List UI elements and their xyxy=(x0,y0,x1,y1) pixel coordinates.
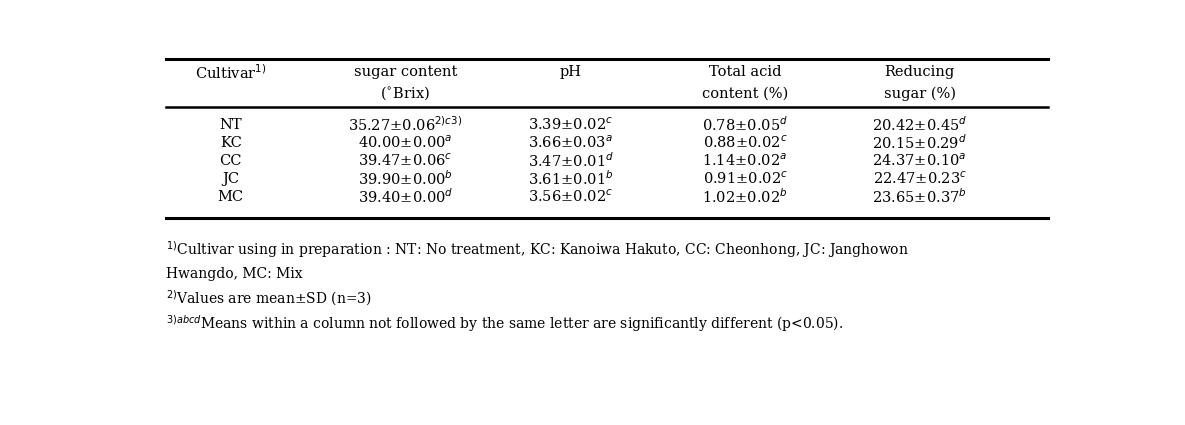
Text: 3.61±0.01$^{b}$: 3.61±0.01$^{b}$ xyxy=(527,169,614,188)
Text: sugar content: sugar content xyxy=(353,65,457,79)
Text: 40.00±0.00$^{a}$: 40.00±0.00$^{a}$ xyxy=(358,134,453,151)
Text: 0.91±0.02$^{c}$: 0.91±0.02$^{c}$ xyxy=(703,170,788,187)
Text: MC: MC xyxy=(218,190,244,204)
Text: 35.27±0.06$^{2)c3)}$: 35.27±0.06$^{2)c3)}$ xyxy=(348,115,462,134)
Text: Hwangdo, MC: Mix: Hwangdo, MC: Mix xyxy=(166,267,303,281)
Text: sugar (%): sugar (%) xyxy=(884,86,955,101)
Text: 39.47±0.06$^{c}$: 39.47±0.06$^{c}$ xyxy=(358,152,453,169)
Text: 39.40±0.00$^{d}$: 39.40±0.00$^{d}$ xyxy=(358,187,453,206)
Text: 3.39±0.02$^{c}$: 3.39±0.02$^{c}$ xyxy=(529,116,613,133)
Text: 3.66±0.03$^{a}$: 3.66±0.03$^{a}$ xyxy=(529,134,613,151)
Text: Cultivar$^{1)}$: Cultivar$^{1)}$ xyxy=(196,63,267,82)
Text: Total acid: Total acid xyxy=(709,65,781,79)
Text: 22.47±0.23$^{c}$: 22.47±0.23$^{c}$ xyxy=(872,170,967,187)
Text: CC: CC xyxy=(219,153,242,167)
Text: $^{1)}$Cultivar using in preparation : NT: No treatment, KC: Kanoiwa Hakuto, CC:: $^{1)}$Cultivar using in preparation : N… xyxy=(166,239,909,260)
Text: $^{3)abcd}$Means within a column not followed by the same letter are significant: $^{3)abcd}$Means within a column not fol… xyxy=(166,313,844,334)
Text: 1.14±0.02$^{a}$: 1.14±0.02$^{a}$ xyxy=(703,152,788,169)
Text: 0.78±0.05$^{d}$: 0.78±0.05$^{d}$ xyxy=(702,115,788,134)
Text: ($^{\circ}$Brix): ($^{\circ}$Brix) xyxy=(380,85,430,102)
Text: 23.65±0.37$^{b}$: 23.65±0.37$^{b}$ xyxy=(872,187,967,206)
Text: pH: pH xyxy=(559,65,582,79)
Text: 3.56±0.02$^{c}$: 3.56±0.02$^{c}$ xyxy=(529,188,613,205)
Text: 39.90±0.00$^{b}$: 39.90±0.00$^{b}$ xyxy=(358,169,453,188)
Text: 20.42±0.45$^{d}$: 20.42±0.45$^{d}$ xyxy=(872,115,967,134)
Text: 3.47±0.01$^{d}$: 3.47±0.01$^{d}$ xyxy=(527,151,614,170)
Text: 1.02±0.02$^{b}$: 1.02±0.02$^{b}$ xyxy=(703,187,788,206)
Text: 0.88±0.02$^{c}$: 0.88±0.02$^{c}$ xyxy=(703,134,787,151)
Text: KC: KC xyxy=(220,136,242,150)
Text: NT: NT xyxy=(219,118,242,132)
Text: $^{2)}$Values are mean±SD (n=3): $^{2)}$Values are mean±SD (n=3) xyxy=(166,288,372,308)
Text: 24.37±0.10$^{a}$: 24.37±0.10$^{a}$ xyxy=(872,152,967,169)
Text: JC: JC xyxy=(223,172,239,186)
Text: 20.15±0.29$^{d}$: 20.15±0.29$^{d}$ xyxy=(872,133,967,152)
Text: content (%): content (%) xyxy=(702,87,788,101)
Text: Reducing: Reducing xyxy=(884,65,955,79)
